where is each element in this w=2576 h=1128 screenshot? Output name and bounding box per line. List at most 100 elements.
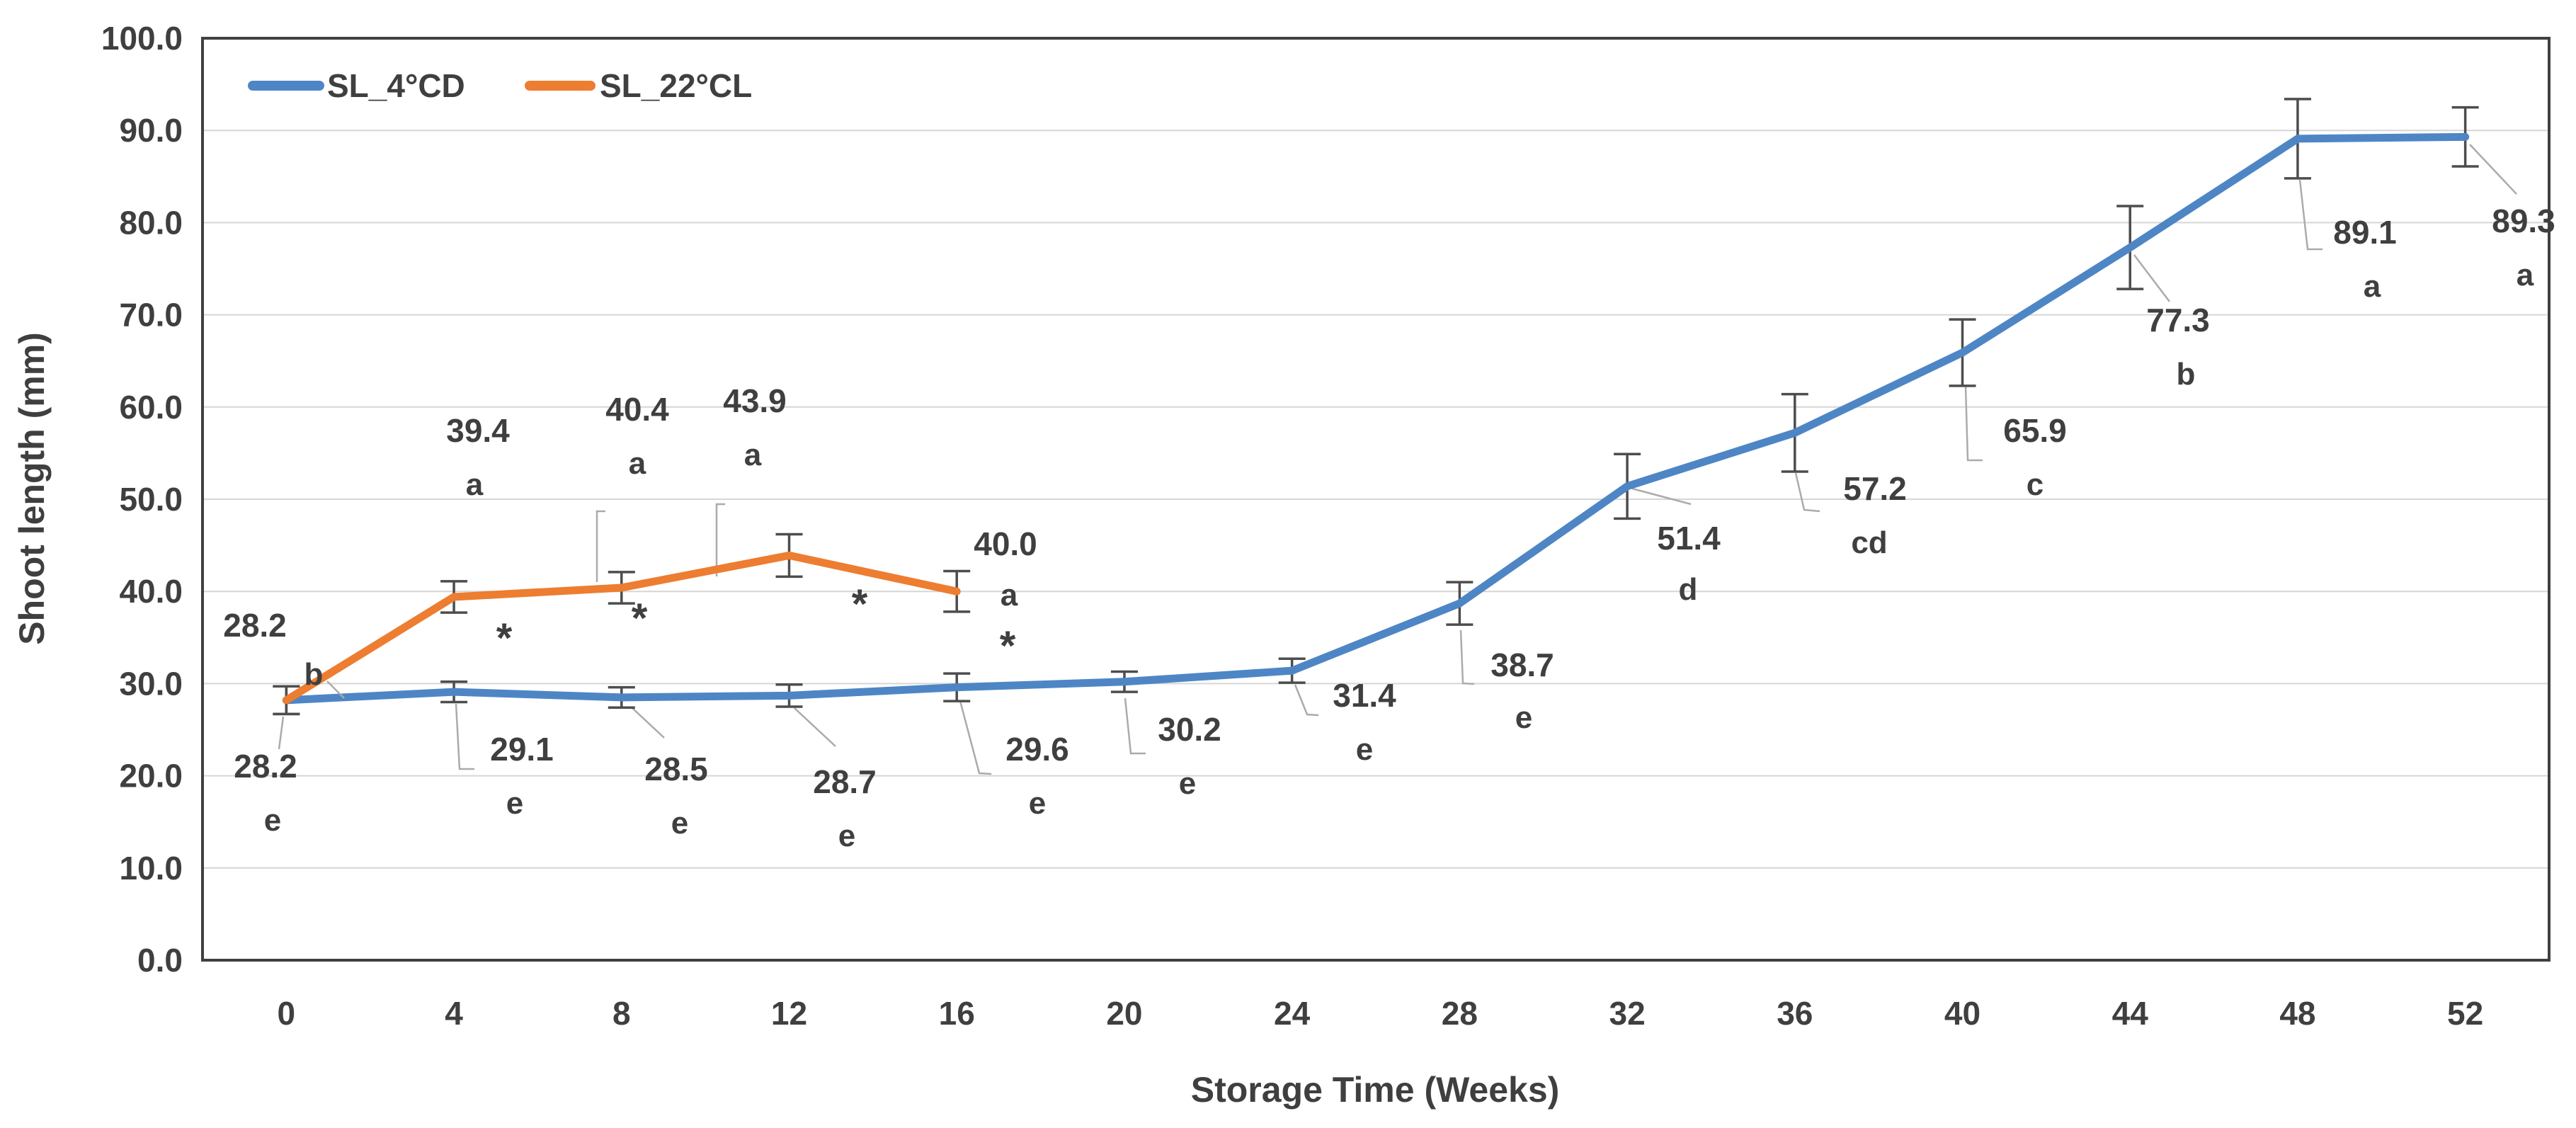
sig-letter: e — [1515, 700, 1532, 735]
sig-letter: b — [304, 657, 324, 692]
y-tick-40: 40.0 — [119, 573, 183, 610]
y-axis-title: Shoot length (mm) — [12, 332, 52, 645]
sig-letter: e — [264, 803, 281, 838]
x-tick-24: 24 — [1274, 995, 1311, 1032]
label-leader — [1964, 386, 1983, 462]
label-leader — [2469, 144, 2517, 195]
data-label: 40.4 — [605, 391, 669, 428]
x-tick-8: 8 — [612, 995, 631, 1032]
x-tick-40: 40 — [1944, 995, 1981, 1032]
sig-letter: a — [2517, 258, 2534, 292]
data-label: 28.2 — [234, 748, 297, 785]
label-leader — [455, 703, 474, 770]
label-leader — [2133, 254, 2170, 302]
sig-letter: c — [2027, 467, 2044, 502]
label-leader — [1459, 629, 1475, 685]
plot-border — [201, 37, 2551, 962]
data-label: 28.2 — [223, 607, 287, 644]
x-tick-28: 28 — [1442, 995, 1478, 1032]
label-leader — [959, 700, 992, 775]
label-leader — [1294, 684, 1319, 717]
legend-label-sl-4cd: SL_4°CD — [327, 67, 465, 104]
sig-letter: e — [838, 819, 855, 853]
x-tick-20: 20 — [1106, 995, 1142, 1032]
y-tick-80: 80.0 — [119, 204, 183, 241]
data-label: 57.2 — [1843, 470, 1907, 507]
sig-letter: b — [2177, 357, 2196, 392]
sig-letter: e — [1179, 766, 1196, 801]
label-leader — [794, 707, 836, 747]
data-label: 29.1 — [490, 731, 554, 768]
data-label: 43.9 — [723, 382, 787, 419]
y-tick-100: 100.0 — [101, 20, 183, 57]
y-tick-10: 10.0 — [119, 850, 183, 887]
x-tick-32: 32 — [1609, 995, 1645, 1032]
label-leader — [278, 716, 285, 750]
x-axis-ticks: 0 4 8 12 16 20 24 28 32 36 40 44 48 52 — [278, 995, 2484, 1032]
label-leader — [715, 503, 725, 576]
x-tick-4: 4 — [445, 995, 463, 1032]
sig-letter: e — [506, 786, 523, 821]
asterisk: * — [632, 596, 648, 642]
sig-letter: a — [466, 467, 484, 502]
data-label: 30.2 — [1158, 711, 1221, 748]
label-leader — [2298, 179, 2323, 251]
data-label: 29.6 — [1005, 731, 1069, 768]
sig-letter: cd — [1851, 525, 1887, 560]
label-leader — [595, 510, 605, 582]
x-tick-36: 36 — [1777, 995, 1813, 1032]
label-leader — [1631, 487, 1692, 506]
sig-letter: a — [1001, 578, 1018, 613]
x-tick-0: 0 — [278, 995, 296, 1032]
sig-letter: e — [1356, 732, 1373, 767]
data-label: 51.4 — [1657, 520, 1721, 557]
sig-letter: d — [1679, 572, 1698, 607]
sig-letter: a — [2364, 269, 2381, 304]
label-leader — [326, 680, 345, 699]
y-tick-30: 30.0 — [119, 665, 183, 702]
data-label: 39.4 — [446, 412, 510, 449]
series-SL_22°CL: 28.2 b 39.4 a * 40.4 a * 43.9 a * 40.0 a * — [223, 382, 1037, 716]
x-tick-16: 16 — [939, 995, 975, 1032]
label-leader — [1794, 472, 1820, 513]
data-label: 28.5 — [644, 751, 708, 787]
x-tick-12: 12 — [771, 995, 807, 1032]
y-tick-70: 70.0 — [119, 297, 183, 334]
y-axis-ticks: 0.0 10.0 20.0 30.0 40.0 50.0 60.0 70.0 80.0 90.0 1… — [101, 20, 183, 979]
legend-label-sl-22cl: SL_22°CL — [600, 67, 752, 104]
x-tick-52: 52 — [2447, 995, 2483, 1032]
data-label: 40.0 — [974, 525, 1037, 562]
label-leader — [1124, 697, 1146, 755]
series-line-SL_4°CD — [282, 132, 2470, 705]
x-tick-48: 48 — [2279, 995, 2315, 1032]
x-tick-44: 44 — [2112, 995, 2149, 1032]
legend: SL_4°CD SL_22°CL — [248, 67, 752, 104]
data-label: 89.3 — [2492, 203, 2555, 239]
y-tick-0: 0.0 — [137, 942, 183, 979]
sig-letter: e — [1029, 786, 1046, 821]
data-label: 38.7 — [1491, 646, 1554, 683]
plot-area: 0 4 8 12 16 20 24 28 32 36 40 44 48 520.010.020.030.0… — [101, 20, 2555, 1032]
asterisk: * — [1000, 623, 1016, 669]
data-label: 28.7 — [813, 763, 877, 800]
sig-letter: a — [629, 446, 646, 481]
data-label: 89.1 — [2333, 214, 2397, 251]
y-tick-60: 60.0 — [119, 389, 183, 426]
sig-letter: a — [744, 438, 762, 472]
data-label: 31.4 — [1333, 677, 1396, 714]
y-tick-50: 50.0 — [119, 481, 183, 518]
asterisk: * — [496, 615, 513, 661]
sig-letter: e — [671, 806, 688, 841]
data-label: 65.9 — [2003, 412, 2067, 449]
series-SL_4°CD: 28.2 e 29.1 e 28.5 e 28.7 e 29.6 e 30.2 e 31.4 e 38.7 e… — [234, 98, 2555, 853]
series-line-SL_22°CL — [282, 551, 961, 705]
label-leader — [632, 707, 665, 739]
gridlines — [203, 130, 2549, 869]
x-axis-title: Storage Time (Weeks) — [1191, 1070, 1560, 1110]
data-label: 77.3 — [2146, 302, 2210, 338]
asterisk: * — [852, 581, 868, 627]
y-tick-90: 90.0 — [119, 112, 183, 149]
y-tick-20: 20.0 — [119, 758, 183, 794]
